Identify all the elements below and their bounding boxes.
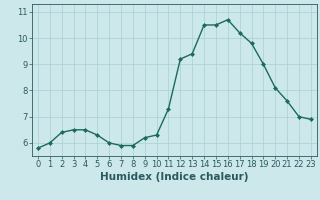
X-axis label: Humidex (Indice chaleur): Humidex (Indice chaleur)	[100, 172, 249, 182]
